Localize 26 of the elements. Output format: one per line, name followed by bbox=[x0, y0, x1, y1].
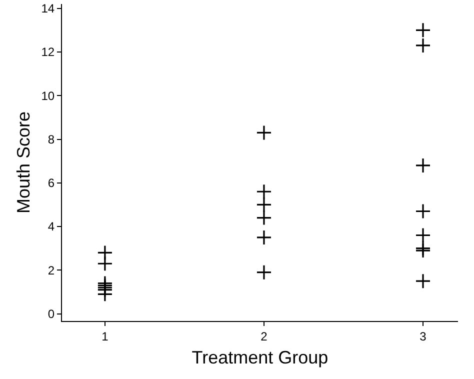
point bbox=[256, 184, 272, 200]
y-tick-label: 4 bbox=[48, 220, 55, 234]
point bbox=[256, 210, 272, 226]
x-axis-title: Treatment Group bbox=[192, 348, 328, 368]
y-tick-label: 0 bbox=[48, 307, 55, 321]
point bbox=[415, 227, 431, 244]
point bbox=[256, 196, 272, 213]
x-tick-label: 2 bbox=[260, 329, 268, 344]
x-tick-label: 1 bbox=[102, 329, 109, 344]
point bbox=[415, 203, 431, 220]
point bbox=[256, 264, 272, 280]
y-tick-label: 14 bbox=[41, 2, 55, 16]
x-tick-label: 3 bbox=[420, 329, 427, 344]
point bbox=[97, 256, 113, 272]
point bbox=[256, 124, 272, 141]
y-tick-label: 2 bbox=[48, 263, 55, 278]
point bbox=[415, 38, 431, 54]
y-axis-title: Mouth Score bbox=[13, 111, 34, 214]
point bbox=[415, 158, 431, 174]
point bbox=[256, 230, 272, 246]
point bbox=[415, 22, 431, 38]
y-tick-label: 8 bbox=[48, 132, 55, 146]
y-tick-label: 12 bbox=[41, 45, 55, 60]
point bbox=[415, 273, 431, 289]
y-tick-label: 6 bbox=[48, 176, 55, 190]
y-tick-label: 10 bbox=[41, 88, 55, 103]
